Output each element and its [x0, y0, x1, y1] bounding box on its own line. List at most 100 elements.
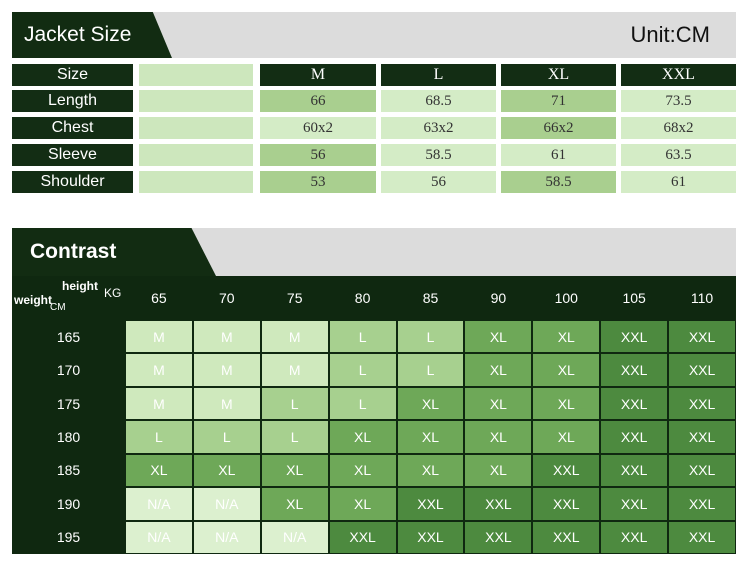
- blank-cell: [139, 117, 253, 139]
- unit-label: Unit:CM: [630, 22, 710, 47]
- size-cell: XL: [533, 387, 600, 420]
- size-cell: M: [261, 321, 328, 353]
- size-cell: XL: [533, 421, 600, 453]
- size-cell: XXL: [669, 354, 735, 386]
- row-label: 190: [56, 495, 81, 512]
- size-cell: N/A: [193, 488, 260, 520]
- size-cell: XL: [261, 488, 328, 520]
- column-header: 65: [151, 290, 167, 306]
- size-cell: XL: [465, 454, 532, 487]
- header-cell: XXL: [621, 64, 736, 86]
- row-label: 195: [56, 529, 81, 546]
- size-cell: XXL: [465, 521, 532, 553]
- blank-cell: [139, 171, 253, 193]
- header-cell: XL: [501, 64, 616, 86]
- size-cell: XXL: [601, 387, 668, 420]
- size-value: 66: [260, 90, 376, 112]
- size-cell: XXL: [669, 321, 735, 353]
- size-cell: L: [261, 421, 328, 453]
- size-value: 66x2: [501, 117, 616, 139]
- size-cell: XL: [329, 421, 396, 453]
- size-cell: XL: [465, 387, 532, 420]
- size-cell: XXL: [533, 488, 600, 520]
- size-value: 56: [260, 144, 376, 166]
- size-cell: XL: [397, 454, 464, 487]
- size-cell: XXL: [669, 454, 735, 487]
- blank-cell: [139, 90, 253, 112]
- size-value: 56: [381, 171, 496, 193]
- size-cell: XXL: [329, 521, 396, 553]
- size-cell: L: [397, 321, 464, 353]
- size-cell: L: [261, 387, 328, 420]
- row-label: Chest: [12, 117, 133, 139]
- size-value: 61: [621, 171, 736, 193]
- size-cell: XXL: [601, 321, 668, 353]
- size-cell: XL: [261, 454, 328, 487]
- size-cell: N/A: [261, 521, 328, 553]
- size-cell: M: [193, 321, 260, 353]
- row-label: 175: [56, 395, 81, 412]
- size-cell: XL: [533, 354, 600, 386]
- size-cell: XXL: [669, 488, 735, 520]
- size-value: 61: [501, 144, 616, 166]
- corner-label: height: [62, 279, 98, 293]
- size-cell: M: [126, 354, 192, 386]
- size-value: 63.5: [621, 144, 736, 166]
- size-cell: XXL: [397, 521, 464, 553]
- size-cell: L: [126, 421, 192, 453]
- header-cell: M: [260, 64, 376, 86]
- size-cell: M: [193, 387, 260, 420]
- column-header: 85: [422, 290, 439, 306]
- row-label: Shoulder: [12, 171, 133, 193]
- row-label: 170: [56, 362, 81, 379]
- column-header: 70: [219, 290, 235, 306]
- size-cell: XL: [533, 321, 600, 353]
- header-cell: Size: [12, 64, 133, 86]
- size-cell: XXL: [669, 421, 735, 453]
- column-header: 90: [490, 290, 507, 306]
- column-header: 110: [690, 290, 714, 306]
- size-value: 58.5: [501, 171, 616, 193]
- size-cell: XXL: [397, 488, 464, 520]
- row-label: 165: [56, 328, 81, 345]
- size-value: 71: [501, 90, 616, 112]
- size-cell: XL: [465, 321, 532, 353]
- size-cell: L: [193, 421, 260, 453]
- column-header: 80: [354, 290, 371, 306]
- size-cell: XXL: [669, 521, 735, 553]
- size-value: 58.5: [381, 144, 496, 166]
- size-cell: XL: [465, 354, 532, 386]
- size-cell: M: [126, 387, 192, 420]
- size-value: 73.5: [621, 90, 736, 112]
- size-cell: N/A: [126, 521, 192, 553]
- size-cell: XXL: [533, 454, 600, 487]
- size-value: 68x2: [621, 117, 736, 139]
- size-cell: XXL: [465, 488, 532, 520]
- section-title: Contrast: [12, 228, 216, 276]
- column-header: 100: [554, 290, 578, 306]
- size-cell: XXL: [601, 421, 668, 453]
- size-cell: N/A: [193, 521, 260, 553]
- size-cell: XXL: [601, 454, 668, 487]
- size-cell: XL: [329, 488, 396, 520]
- size-cell: XXL: [601, 354, 668, 386]
- size-cell: XL: [397, 387, 464, 420]
- size-cell: M: [126, 321, 192, 353]
- size-cell: XXL: [669, 387, 735, 420]
- size-cell: XL: [465, 421, 532, 453]
- size-cell: L: [329, 321, 396, 353]
- section-title: Jacket Size: [12, 12, 172, 58]
- size-cell: L: [329, 354, 396, 386]
- size-cell: M: [261, 354, 328, 386]
- size-cell: XL: [193, 454, 260, 487]
- size-value: 68.5: [381, 90, 496, 112]
- size-cell: XL: [397, 421, 464, 453]
- column-header: 75: [286, 290, 303, 306]
- size-cell: XL: [329, 454, 396, 487]
- size-cell: L: [397, 354, 464, 386]
- corner-unit: CM: [50, 302, 66, 313]
- size-value: 60x2: [260, 117, 376, 139]
- size-value: 63x2: [381, 117, 496, 139]
- size-cell: XL: [126, 454, 192, 487]
